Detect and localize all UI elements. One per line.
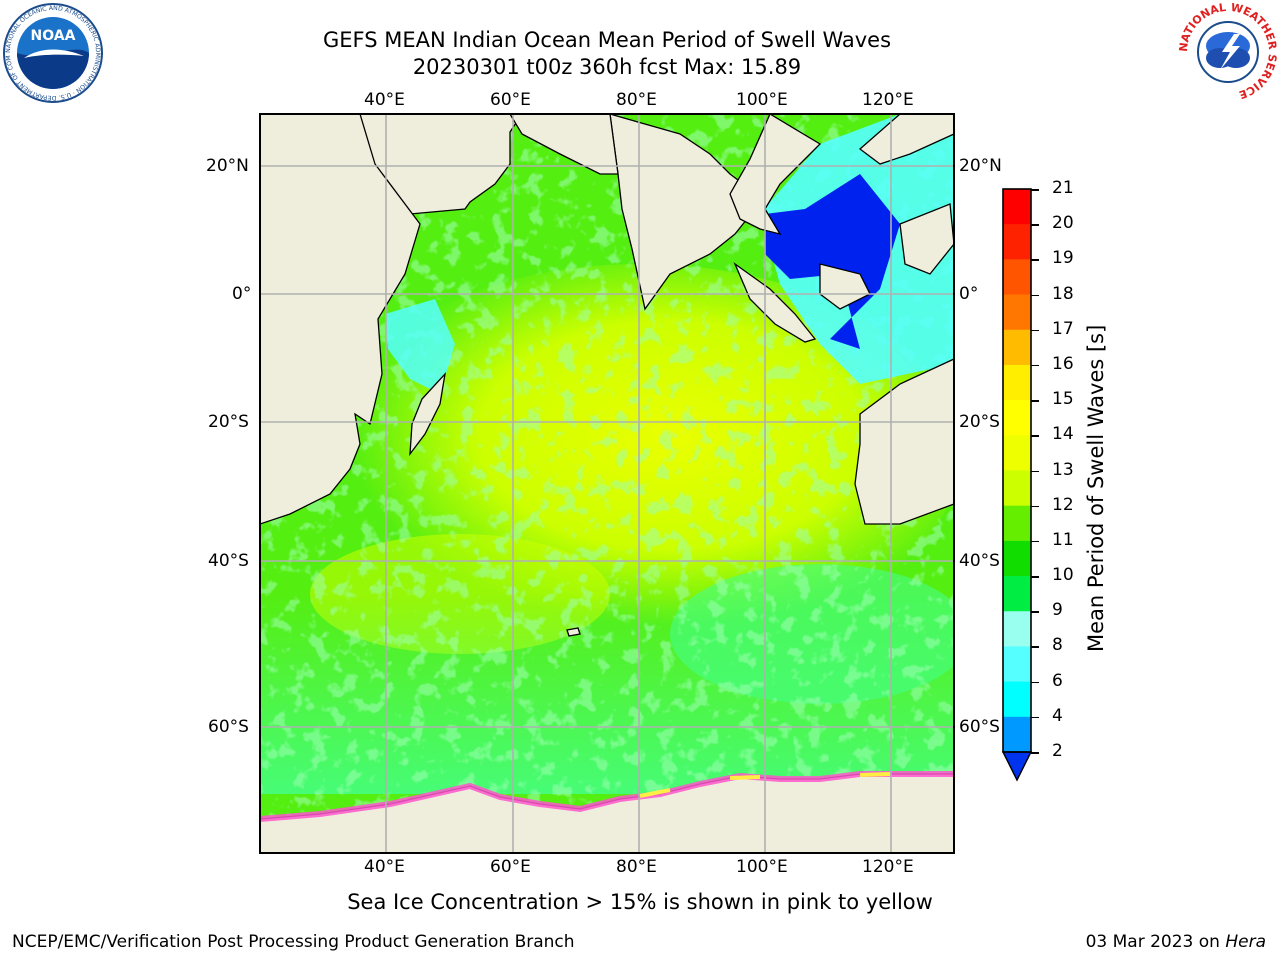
low-period-africa: [385, 299, 455, 394]
colorbar-band: [1003, 364, 1031, 401]
lat-label-right: 40°S: [959, 551, 1000, 571]
footer-date-text: 03 Mar 2023 on: [1085, 932, 1226, 952]
landmass: [260, 114, 954, 853]
footer-credit: NCEP/EMC/Verification Post Processing Pr…: [12, 932, 575, 952]
colorbar-band: [1003, 611, 1031, 647]
nws-logo: NATIONAL WEATHER SERVICE: [1177, 1, 1279, 102]
colorbar-tick: [1031, 329, 1039, 332]
colorbar-tick-label: 17: [1052, 318, 1074, 339]
colorbar-band: [1003, 400, 1031, 436]
colorbar-tick: [1031, 294, 1039, 297]
lat-label-right: 0°: [959, 284, 979, 304]
colorbar-band: [1003, 259, 1031, 296]
colorbar-tick: [1031, 716, 1039, 719]
colorbar-band: [1003, 646, 1031, 683]
noaa-logo: NATIONAL OCEANIC AND ATMOSPHERIC ADMINIS…: [2, 2, 103, 103]
colorbar-tick-label: 21: [1052, 178, 1074, 198]
colorbar-tick-label: 4: [1052, 705, 1063, 726]
colorbar-band: [1003, 224, 1031, 260]
min-period-sea: [765, 174, 900, 349]
colorbar-tick: [1031, 259, 1039, 261]
colorbar-tick: [1031, 470, 1039, 472]
footer-host: Hera: [1225, 932, 1266, 952]
lat-label-left: 40°S: [208, 551, 249, 571]
colorbar-band: [1003, 435, 1031, 471]
svg-text:NOAA: NOAA: [31, 28, 76, 44]
colorbar-band: [1003, 470, 1031, 507]
lon-label-bottom: 120°E: [862, 857, 914, 877]
colorbar-tick-label: 13: [1052, 459, 1074, 480]
colorbar-tick-label: 19: [1052, 248, 1074, 269]
sea-ice-note: Sea Ice Concentration > 15% is shown in …: [347, 890, 933, 914]
lon-label-top: 80°E: [616, 90, 657, 110]
colorbar-tick-label: 2: [1052, 741, 1063, 761]
colorbar-title: Mean Period of Swell Waves [s]: [1084, 324, 1108, 652]
colorbar-band: [1003, 189, 1031, 225]
footer-date: 03 Mar 2023 on Hera: [1086, 932, 1266, 952]
colorbar-tick: [1031, 611, 1039, 613]
lon-label-bottom: 80°E: [616, 857, 657, 877]
colorbar-band: [1003, 681, 1031, 718]
colorbar-tick: [1031, 646, 1039, 648]
colorbar-tick: [1031, 435, 1039, 437]
lon-label-bottom: 40°E: [364, 857, 405, 877]
colorbar-tick-label: 6: [1052, 670, 1063, 691]
lat-label-left: 0°: [232, 284, 252, 304]
colorbar-band: [1003, 329, 1031, 366]
colorbar-tick-label: 11: [1052, 529, 1074, 550]
colorbar-tick-label: 15: [1052, 389, 1074, 410]
colorbar-tick: [1031, 224, 1039, 226]
map-panel: [260, 114, 954, 853]
lat-label-left: 20°N: [206, 156, 249, 176]
colorbar-band: [1003, 576, 1031, 612]
lat-label-left: 60°S: [208, 717, 249, 737]
lon-label-top: 120°E: [862, 90, 914, 110]
colorbar-min-arrow: [1001, 751, 1033, 782]
colorbar-band: [1003, 294, 1031, 331]
lon-label-top: 40°E: [364, 90, 405, 110]
lat-label-right: 20°N: [959, 156, 1002, 176]
colorbar-tick-label: 18: [1052, 283, 1074, 304]
graticule: [260, 114, 954, 853]
colorbar: [1001, 188, 1033, 782]
colorbar-band: [1003, 505, 1031, 542]
lon-label-bottom: 60°E: [490, 857, 531, 877]
lon-label-top: 60°E: [490, 90, 531, 110]
colorbar-tick: [1031, 576, 1039, 578]
colorbar-tick-label: 20: [1052, 213, 1074, 234]
lat-label-left: 20°S: [208, 412, 249, 432]
map-title: GEFS MEAN Indian Ocean Mean Period of Sw…: [322, 28, 892, 52]
colorbar-tick: [1031, 681, 1039, 684]
colorbar-tick: [1031, 505, 1039, 508]
lon-label-top: 100°E: [736, 90, 788, 110]
colorbar-tick-label: 12: [1052, 494, 1074, 515]
map-border: [260, 114, 954, 853]
colorbar-tick-label: 16: [1052, 353, 1074, 374]
colorbar-tick: [1031, 189, 1039, 191]
colorbar-tick-label: 9: [1052, 600, 1063, 621]
lat-label-right: 20°S: [959, 412, 1000, 432]
colorbar-tick-label: 10: [1052, 565, 1074, 586]
colorbar-tick: [1031, 364, 1039, 367]
colorbar-tick: [1031, 540, 1039, 543]
sea-ice-edge: [260, 771, 954, 822]
colorbar-tick-label: 14: [1052, 424, 1074, 445]
colorbar-tick: [1031, 400, 1039, 402]
map-subtitle: 20230301 t00z 360h fcst Max: 15.89: [412, 55, 802, 79]
lon-label-bottom: 100°E: [736, 857, 788, 877]
colorbar-tick: [1031, 752, 1039, 754]
colorbar-band: [1003, 716, 1031, 753]
colorbar-tick-label: 8: [1052, 635, 1063, 656]
swell-period-field: [260, 114, 954, 853]
lat-label-right: 60°S: [959, 717, 1000, 737]
colorbar-band: [1003, 540, 1031, 577]
